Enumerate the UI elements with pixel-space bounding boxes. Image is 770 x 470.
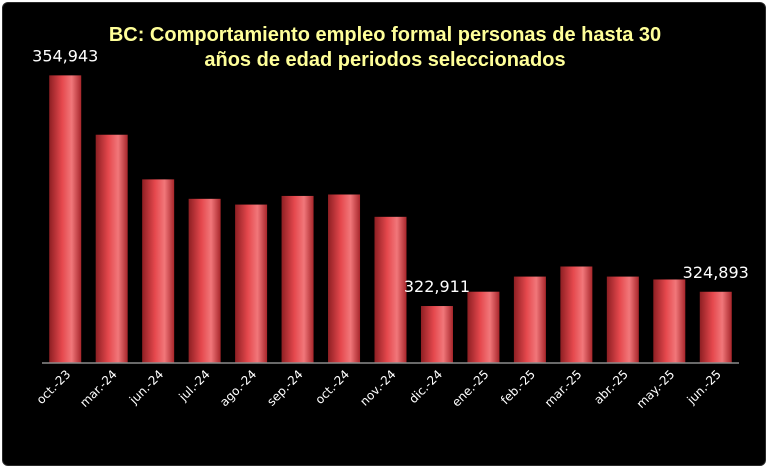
bar <box>513 276 546 363</box>
data-label: 324,893 <box>683 263 749 282</box>
bar <box>420 306 453 363</box>
bar <box>49 75 82 363</box>
bar <box>95 134 128 363</box>
bar <box>188 198 221 363</box>
x-tick-label: jun.-24 <box>126 367 166 407</box>
bars-layer <box>49 75 732 363</box>
x-tick-label: jun.-25 <box>684 367 724 407</box>
x-tick-label: ene.-25 <box>449 367 491 409</box>
bar <box>699 291 732 363</box>
x-tick-label: oct.-24 <box>313 367 353 407</box>
bar <box>328 194 361 363</box>
bar <box>142 179 175 363</box>
x-tick-label: ago.-24 <box>217 367 259 409</box>
x-tick-label: dic.-24 <box>406 367 445 406</box>
x-tick-label: mar.-24 <box>77 367 120 410</box>
x-tick-label: jul.-24 <box>175 367 212 404</box>
x-tick-label: oct.-23 <box>34 367 74 407</box>
x-tick-label: mar.-25 <box>542 367 585 410</box>
x-tick-label: may.-25 <box>634 367 678 411</box>
bar <box>281 195 314 363</box>
x-tick-label: nov.-24 <box>357 367 398 408</box>
bar <box>467 291 500 363</box>
bar <box>606 276 639 363</box>
x-tick-label: abr.-25 <box>591 367 631 407</box>
x-tick-label: feb.-25 <box>498 367 538 407</box>
data-label: 322,911 <box>404 277 470 296</box>
bar <box>653 279 686 363</box>
chart-title-line-2: años de edad periodos seleccionados <box>204 49 565 71</box>
bar <box>560 266 593 363</box>
data-label: 354,943 <box>32 46 98 65</box>
bar <box>235 204 268 363</box>
bar <box>374 216 407 363</box>
x-tick-label: sep.-24 <box>264 367 305 408</box>
chart-title-line-1: BC: Comportamiento empleo formal persona… <box>109 24 661 46</box>
